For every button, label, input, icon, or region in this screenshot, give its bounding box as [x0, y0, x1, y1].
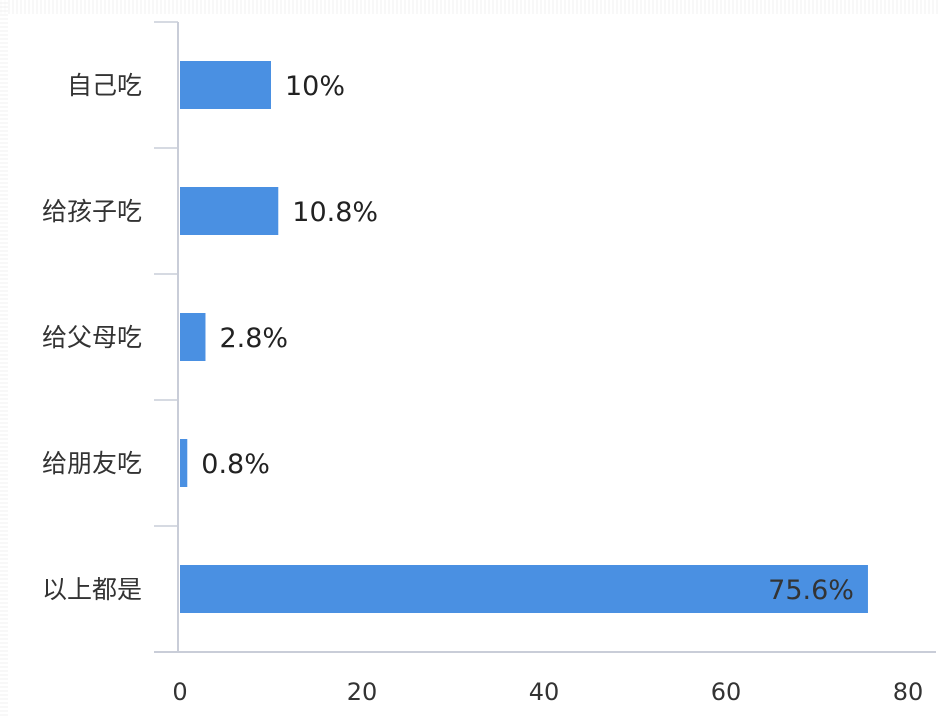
bar-1 [180, 61, 271, 109]
category-label-4: 给朋友吃 [42, 449, 142, 478]
data-label-1: 10% [285, 71, 345, 102]
x-tick-label-40: 40 [529, 678, 560, 706]
labels-group: 自己吃 10% 给孩子吃 10.8% 给父母吃 2.8% 给朋友吃 0.8% 以上都是 75.6%… [42, 71, 923, 706]
bars-group [180, 61, 868, 613]
x-tick-label-80: 80 [893, 678, 924, 706]
bar-4 [180, 439, 188, 487]
data-label-4: 0.8% [201, 449, 270, 480]
category-label-3: 给父母吃 [42, 323, 142, 352]
data-label-5: 75.6% [768, 575, 854, 606]
category-label-1: 自己吃 [67, 71, 142, 100]
x-tick-label-20: 20 [347, 678, 378, 706]
x-tick-label-60: 60 [711, 678, 742, 706]
data-label-3: 2.8% [219, 323, 288, 354]
bar-2 [180, 187, 279, 235]
bar-5 [180, 565, 868, 613]
category-label-5: 以上都是 [42, 575, 142, 604]
category-label-2: 给孩子吃 [42, 197, 142, 226]
bar-3 [180, 313, 206, 361]
x-tick-label-0: 0 [172, 678, 187, 706]
data-label-2: 10.8% [292, 197, 378, 228]
axes-group [154, 21, 936, 653]
